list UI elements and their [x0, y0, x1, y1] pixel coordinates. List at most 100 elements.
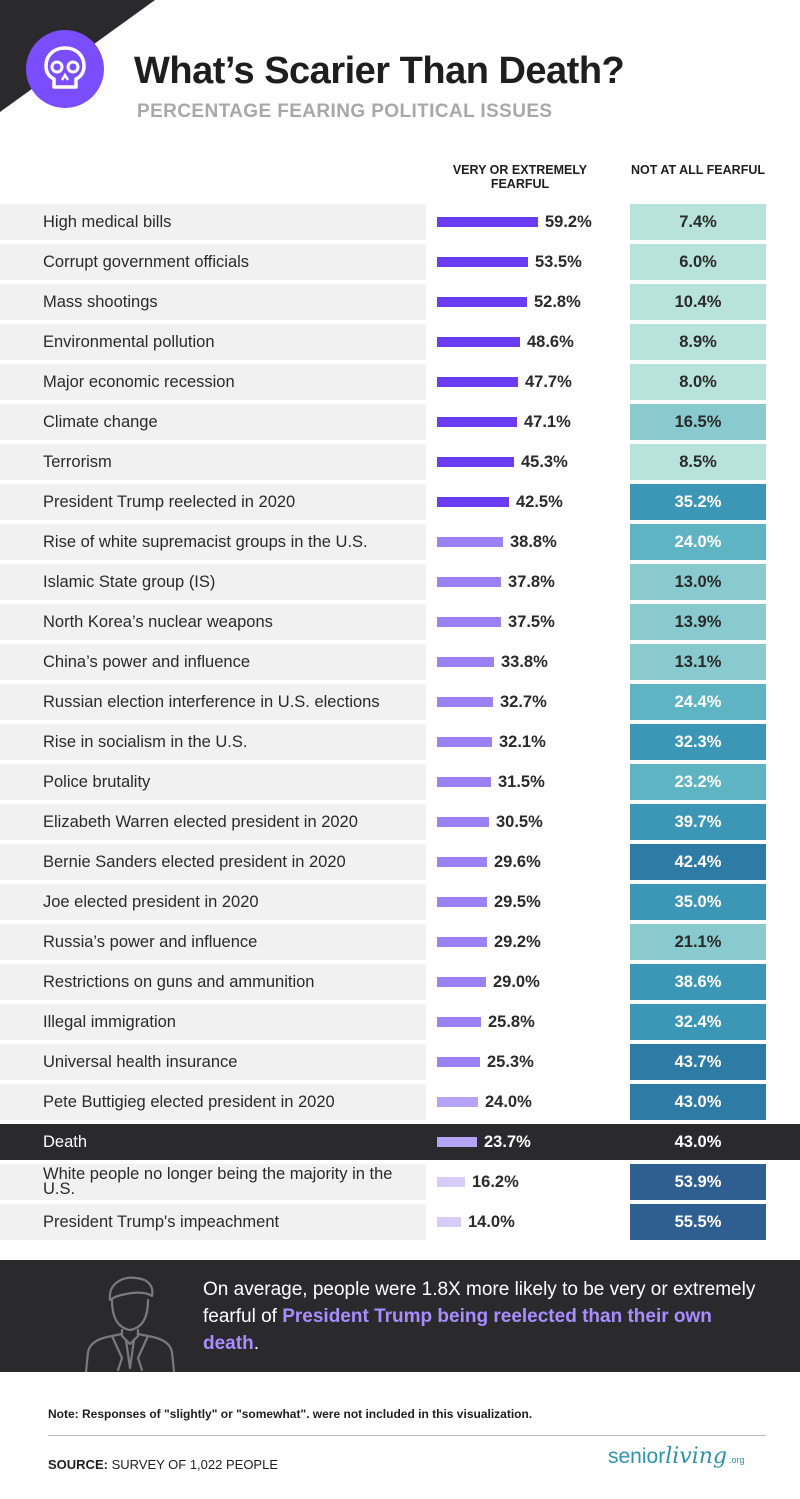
issue-label: Russian election interference in U.S. el… — [43, 692, 380, 711]
page-title: What’s Scarier Than Death? — [134, 50, 625, 92]
callout-highlight: President Trump being reelected than the… — [203, 1306, 712, 1354]
brand-logo[interactable]: senior living .org — [608, 1444, 745, 1469]
not-fearful-cell: 23.2% — [630, 764, 766, 800]
fearful-bar — [437, 337, 520, 347]
row-label-background — [0, 684, 426, 720]
table-row: High medical bills 59.2% 7.4% — [0, 204, 800, 240]
row-label-background — [0, 844, 426, 880]
row-label-background — [0, 1004, 426, 1040]
table-row: President Trump's impeachment 14.0% 55.5% — [0, 1204, 800, 1240]
issue-label: Bernie Sanders elected president in 2020 — [43, 852, 346, 871]
fearful-value-label: 32.1% — [499, 732, 546, 751]
row-label-background — [0, 764, 426, 800]
fearful-value-label: 42.5% — [516, 492, 563, 511]
fearful-value-label: 33.8% — [501, 652, 548, 671]
not-fearful-cell: 32.4% — [630, 1004, 766, 1040]
issue-label: Rise of white supremacist groups in the … — [43, 532, 368, 551]
not-fearful-cell: 6.0% — [630, 244, 766, 280]
fearful-bar — [437, 217, 538, 227]
not-fearful-cell: 53.9% — [630, 1164, 766, 1200]
fearful-bar — [437, 377, 518, 387]
not-fearful-cell: 55.5% — [630, 1204, 766, 1240]
row-label-background — [0, 884, 426, 920]
fearful-bar — [437, 1097, 478, 1107]
fearful-bar — [437, 1177, 465, 1187]
fearful-value-label: 14.0% — [468, 1212, 515, 1231]
table-row-highlight: Death 23.7% 43.0% — [0, 1124, 800, 1160]
table-row: Bernie Sanders elected president in 2020… — [0, 844, 800, 880]
fearful-value-label: 32.7% — [500, 692, 547, 711]
issue-label: Mass shootings — [43, 292, 158, 311]
row-label-background — [0, 444, 426, 480]
not-fearful-cell: 43.0% — [674, 1132, 722, 1151]
fearful-bar — [437, 657, 494, 667]
row-label-background — [0, 604, 426, 640]
table-row: Mass shootings 52.8% 10.4% — [0, 284, 800, 320]
fearful-value-label: 37.8% — [508, 572, 555, 591]
fearful-value-label: 38.8% — [510, 532, 557, 551]
row-label-background — [0, 964, 426, 1000]
not-fearful-cell: 16.5% — [630, 404, 766, 440]
not-fearful-cell: 32.3% — [630, 724, 766, 760]
issue-label: Corrupt government officials — [43, 252, 250, 271]
not-fearful-cell: 8.0% — [630, 364, 766, 400]
row-label-background — [0, 284, 426, 320]
table-row: Russian election interference in U.S. el… — [0, 684, 800, 720]
fearful-value-label: 47.7% — [525, 372, 572, 391]
fearful-bar — [437, 497, 509, 507]
table-row: Climate change 47.1% 16.5% — [0, 404, 800, 440]
table-row: Joe elected president in 2020 29.5% 35.0% — [0, 884, 800, 920]
not-fearful-cell: 13.1% — [630, 644, 766, 680]
page-subtitle: PERCENTAGE FEARING POLITICAL ISSUES — [137, 101, 553, 122]
table-row: President Trump reelected in 2020 42.5% 35… — [0, 484, 800, 520]
issue-label: Police brutality — [43, 772, 151, 791]
fearful-bar — [437, 937, 487, 947]
fearful-bar — [437, 1137, 477, 1147]
fearful-value-label: 29.6% — [494, 852, 541, 871]
fearful-value-label: 45.3% — [521, 452, 568, 471]
table-row: Major economic recession 47.7% 8.0% — [0, 364, 800, 400]
row-label-background — [0, 404, 426, 440]
skull-icon — [26, 30, 104, 108]
fearful-bar — [437, 897, 487, 907]
table-row: Environmental pollution 48.6% 8.9% — [0, 324, 800, 360]
row-label-background — [0, 204, 426, 240]
fearful-bar — [437, 777, 491, 787]
not-fearful-cell: 7.4% — [630, 204, 766, 240]
row-label-background — [0, 1044, 426, 1080]
highlight-band — [0, 1124, 800, 1160]
fearful-value-label: 29.5% — [494, 892, 541, 911]
table-row: Universal health insurance 25.3% 43.7% — [0, 1044, 800, 1080]
column-header-fearful: VERY OR EXTREMELY FEARFUL — [452, 163, 588, 191]
row-label-background — [0, 244, 426, 280]
footnote: Note: Responses of "slightly" or "somewh… — [48, 1407, 533, 1421]
fearful-value-label: 29.0% — [493, 972, 540, 991]
callout-panel: On average, people were 1.8X more likely… — [0, 1260, 800, 1372]
table-row: Rise of white supremacist groups in the … — [0, 524, 800, 560]
not-fearful-cell: 35.2% — [630, 484, 766, 520]
issue-label: Russia’s power and influence — [43, 932, 258, 951]
row-label-background — [0, 524, 426, 560]
fearful-value-label: 37.5% — [508, 612, 555, 631]
table-row: Restrictions on guns and ammunition 29.0%… — [0, 964, 800, 1000]
not-fearful-cell: 8.9% — [630, 324, 766, 360]
fearful-bar — [437, 1017, 481, 1027]
fearful-value-label: 30.5% — [496, 812, 543, 831]
table-row: Corrupt government officials 53.5% 6.0% — [0, 244, 800, 280]
issue-label: Rise in socialism in the U.S. — [43, 732, 248, 751]
fearful-bar — [437, 417, 517, 427]
table-row: Islamic State group (IS) 37.8% 13.0% — [0, 564, 800, 600]
issue-label: President Trump's impeachment — [43, 1212, 280, 1231]
fearful-value-label: 23.7% — [484, 1132, 531, 1151]
divider — [48, 1435, 766, 1436]
table-row: Rise in socialism in the U.S. 32.1% 32.3% — [0, 724, 800, 760]
row-label-background — [0, 1164, 426, 1200]
table-row: Pete Buttigieg elected president in 2020… — [0, 1084, 800, 1120]
issue-label: Death — [43, 1132, 88, 1151]
table-row: Russia’s power and influence 29.2% 21.1% — [0, 924, 800, 960]
source-line: SOURCE: SURVEY OF 1,022 PEOPLE — [48, 1457, 279, 1472]
issue-label: Universal health insurance — [43, 1052, 238, 1071]
fearful-bar — [437, 617, 501, 627]
fearful-value-label: 47.1% — [524, 412, 571, 431]
table-row: North Korea’s nuclear weapons 37.5% 13.9% — [0, 604, 800, 640]
